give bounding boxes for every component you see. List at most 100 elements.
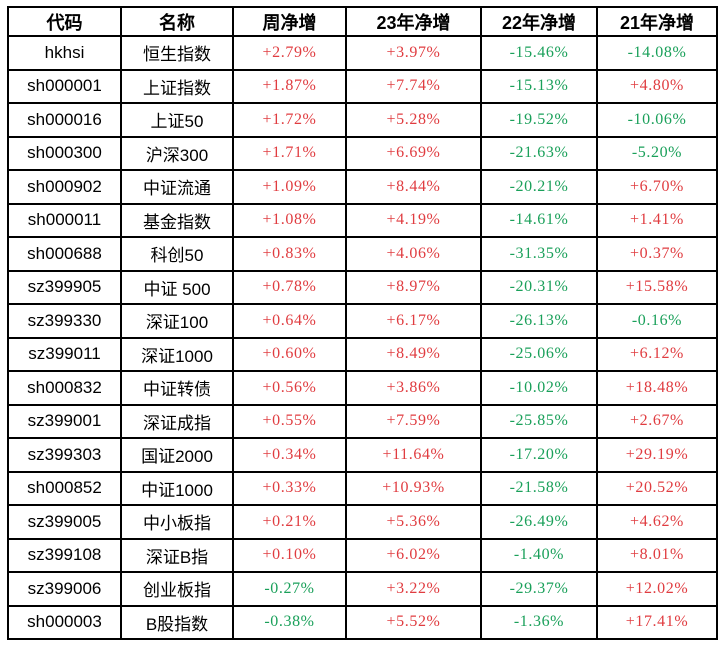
- y2023-change-cell[interactable]: +6.02%: [345, 537, 482, 573]
- y2021-change-cell[interactable]: +12.02%: [596, 571, 718, 607]
- code-cell[interactable]: sh000016: [7, 102, 122, 138]
- name-cell[interactable]: 深证100: [120, 303, 234, 339]
- y2022-change-cell[interactable]: -26.49%: [480, 504, 598, 540]
- week-change-cell[interactable]: +1.87%: [232, 68, 347, 104]
- y2022-change-cell[interactable]: -26.13%: [480, 303, 598, 339]
- y2022-change-cell[interactable]: -1.36%: [480, 604, 598, 640]
- y2023-change-cell[interactable]: +3.86%: [345, 370, 482, 406]
- name-cell[interactable]: 深证1000: [120, 336, 234, 372]
- y2022-change-cell[interactable]: -14.61%: [480, 202, 598, 238]
- week-change-cell[interactable]: +1.72%: [232, 102, 347, 138]
- code-cell[interactable]: hkhsi: [7, 35, 122, 71]
- y2021-change-cell[interactable]: +18.48%: [596, 370, 718, 406]
- y2023-change-cell[interactable]: +11.64%: [345, 437, 482, 473]
- y2023-change-cell[interactable]: +3.97%: [345, 35, 482, 71]
- y2023-change-cell[interactable]: +5.52%: [345, 604, 482, 640]
- week-change-cell[interactable]: +0.21%: [232, 504, 347, 540]
- y2022-change-cell[interactable]: -21.58%: [480, 470, 598, 506]
- y2023-change-cell[interactable]: +6.69%: [345, 135, 482, 171]
- code-cell[interactable]: sz399011: [7, 336, 122, 372]
- week-change-cell[interactable]: +0.55%: [232, 403, 347, 439]
- y2022-change-cell[interactable]: -25.06%: [480, 336, 598, 372]
- name-cell[interactable]: 创业板指: [120, 571, 234, 607]
- y2023-change-cell[interactable]: +5.28%: [345, 102, 482, 138]
- y2023-change-cell[interactable]: +3.22%: [345, 571, 482, 607]
- y2021-change-cell[interactable]: -5.20%: [596, 135, 718, 171]
- code-cell[interactable]: sh000852: [7, 470, 122, 506]
- y2023-change-cell[interactable]: +7.74%: [345, 68, 482, 104]
- name-cell[interactable]: 中证 500: [120, 269, 234, 305]
- code-cell[interactable]: sz399330: [7, 303, 122, 339]
- name-cell[interactable]: 恒生指数: [120, 35, 234, 71]
- code-cell[interactable]: sz399005: [7, 504, 122, 540]
- y2021-change-cell[interactable]: +17.41%: [596, 604, 718, 640]
- y2021-change-cell[interactable]: +0.37%: [596, 236, 718, 272]
- code-cell[interactable]: sh000001: [7, 68, 122, 104]
- y2021-change-cell[interactable]: +8.01%: [596, 537, 718, 573]
- y2021-change-cell[interactable]: +29.19%: [596, 437, 718, 473]
- y2023-change-cell[interactable]: +6.17%: [345, 303, 482, 339]
- week-change-cell[interactable]: +0.33%: [232, 470, 347, 506]
- name-cell[interactable]: 中证1000: [120, 470, 234, 506]
- y2022-change-cell[interactable]: -20.31%: [480, 269, 598, 305]
- y2023-change-cell[interactable]: +8.97%: [345, 269, 482, 305]
- week-change-cell[interactable]: +0.10%: [232, 537, 347, 573]
- code-cell[interactable]: sz399303: [7, 437, 122, 473]
- y2021-change-cell[interactable]: -0.16%: [596, 303, 718, 339]
- code-cell[interactable]: sz399001: [7, 403, 122, 439]
- y2022-change-cell[interactable]: -15.46%: [480, 35, 598, 71]
- code-cell[interactable]: sh000832: [7, 370, 122, 406]
- y2023-change-cell[interactable]: +7.59%: [345, 403, 482, 439]
- y2022-change-cell[interactable]: -10.02%: [480, 370, 598, 406]
- y2023-change-cell[interactable]: +10.93%: [345, 470, 482, 506]
- y2022-change-cell[interactable]: -25.85%: [480, 403, 598, 439]
- week-change-cell[interactable]: +0.78%: [232, 269, 347, 305]
- y2021-change-cell[interactable]: +6.70%: [596, 169, 718, 205]
- y2023-change-cell[interactable]: +8.44%: [345, 169, 482, 205]
- y2023-change-cell[interactable]: +4.06%: [345, 236, 482, 272]
- code-cell[interactable]: sz399108: [7, 537, 122, 573]
- name-cell[interactable]: 中证流通: [120, 169, 234, 205]
- code-cell[interactable]: sz399905: [7, 269, 122, 305]
- week-change-cell[interactable]: -0.38%: [232, 604, 347, 640]
- code-cell[interactable]: sh000688: [7, 236, 122, 272]
- y2022-change-cell[interactable]: -29.37%: [480, 571, 598, 607]
- column-header-name[interactable]: 名称: [120, 6, 234, 37]
- y2021-change-cell[interactable]: +1.41%: [596, 202, 718, 238]
- column-header-2023-change[interactable]: 23年净增: [345, 6, 482, 37]
- y2021-change-cell[interactable]: +4.80%: [596, 68, 718, 104]
- y2023-change-cell[interactable]: +5.36%: [345, 504, 482, 540]
- name-cell[interactable]: B股指数: [120, 604, 234, 640]
- name-cell[interactable]: 沪深300: [120, 135, 234, 171]
- week-change-cell[interactable]: +0.83%: [232, 236, 347, 272]
- y2022-change-cell[interactable]: -1.40%: [480, 537, 598, 573]
- name-cell[interactable]: 中证转债: [120, 370, 234, 406]
- week-change-cell[interactable]: +2.79%: [232, 35, 347, 71]
- week-change-cell[interactable]: +1.71%: [232, 135, 347, 171]
- code-cell[interactable]: sh000902: [7, 169, 122, 205]
- week-change-cell[interactable]: +0.64%: [232, 303, 347, 339]
- y2022-change-cell[interactable]: -19.52%: [480, 102, 598, 138]
- y2021-change-cell[interactable]: +4.62%: [596, 504, 718, 540]
- y2021-change-cell[interactable]: -10.06%: [596, 102, 718, 138]
- y2021-change-cell[interactable]: +2.67%: [596, 403, 718, 439]
- name-cell[interactable]: 深证成指: [120, 403, 234, 439]
- name-cell[interactable]: 上证50: [120, 102, 234, 138]
- name-cell[interactable]: 中小板指: [120, 504, 234, 540]
- column-header-2022-change[interactable]: 22年净增: [480, 6, 598, 37]
- y2022-change-cell[interactable]: -31.35%: [480, 236, 598, 272]
- week-change-cell[interactable]: +0.56%: [232, 370, 347, 406]
- column-header-2021-change[interactable]: 21年净增: [596, 6, 718, 37]
- column-header-code[interactable]: 代码: [7, 6, 122, 37]
- week-change-cell[interactable]: +1.08%: [232, 202, 347, 238]
- y2023-change-cell[interactable]: +4.19%: [345, 202, 482, 238]
- name-cell[interactable]: 科创50: [120, 236, 234, 272]
- y2022-change-cell[interactable]: -20.21%: [480, 169, 598, 205]
- y2021-change-cell[interactable]: +15.58%: [596, 269, 718, 305]
- y2022-change-cell[interactable]: -15.13%: [480, 68, 598, 104]
- code-cell[interactable]: sz399006: [7, 571, 122, 607]
- code-cell[interactable]: sh000003: [7, 604, 122, 640]
- name-cell[interactable]: 国证2000: [120, 437, 234, 473]
- week-change-cell[interactable]: +1.09%: [232, 169, 347, 205]
- y2021-change-cell[interactable]: +20.52%: [596, 470, 718, 506]
